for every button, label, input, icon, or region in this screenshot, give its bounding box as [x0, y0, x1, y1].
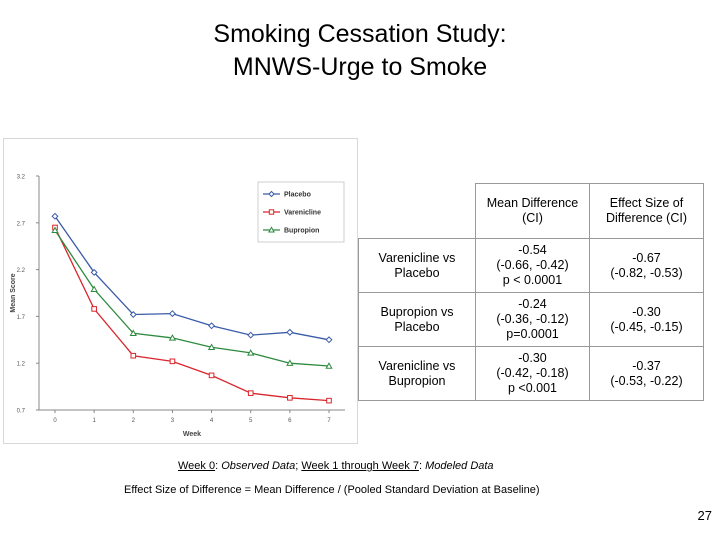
legend-label-varenicline: Varenicline [284, 210, 321, 217]
effect-size-cell: -0.30 (-0.45, -0.15) [589, 292, 704, 347]
results-table: Mean Difference (CI) Effect Size of Diff… [358, 183, 704, 401]
legend-marker [268, 209, 275, 215]
x-axis-label: Week [183, 431, 201, 438]
mean-diff-value: -0.30 [518, 351, 547, 365]
y-tick-label: 2.7 [17, 221, 26, 227]
effect-size-cell: -0.37 (-0.53, -0.22) [589, 346, 704, 401]
effect-value: -0.37 [632, 358, 661, 373]
mean-difference-cell: -0.30 (-0.42, -0.18) p <0.001 [475, 346, 590, 401]
p-value: p < 0.0001 [502, 273, 563, 287]
header-effect-size: Effect Size of Difference (CI) [589, 183, 704, 239]
effect-value: -0.30 [632, 304, 661, 319]
footnote-modeled-weeks: Week 1 through Week 7 [301, 460, 419, 472]
legend-marker [268, 226, 275, 233]
table-row: Bupropion vs Placebo -0.24 (-0.36, -0.12… [358, 292, 704, 347]
data-point-placebo [325, 336, 333, 344]
title-line-1: Smoking Cessation Study: [213, 20, 507, 48]
legend-label-bupropion: Bupropion [284, 228, 319, 235]
x-tick-label: 6 [288, 418, 292, 424]
x-tick-label: 3 [171, 418, 175, 424]
data-point-bupropion [90, 285, 98, 292]
data-point-varenicline [326, 397, 332, 404]
y-axis-label: Mean Score [10, 273, 17, 312]
mean-difference-cell: -0.24 (-0.36, -0.12) p=0.0001 [475, 292, 590, 347]
comparison-cell: Varenicline vs Bupropion [358, 346, 476, 401]
data-point-placebo [90, 268, 98, 276]
title-line-2: MNWS-Urge to Smoke [232, 53, 488, 81]
series-line-bupropion [54, 229, 330, 367]
mean-diff-value: -0.54 [518, 243, 547, 257]
header-mean-difference: Mean Difference (CI) [475, 183, 590, 239]
series-line-varenicline [54, 227, 330, 402]
data-point-placebo [208, 322, 216, 330]
effect-size-cell: -0.67 (-0.82, -0.53) [589, 238, 704, 293]
x-tick-label: 7 [327, 418, 331, 424]
footnote-week0: Week 0 [178, 460, 216, 472]
data-point-bupropion [129, 329, 137, 336]
data-point-placebo [51, 212, 59, 220]
y-tick-label: 2.2 [17, 268, 26, 274]
data-point-varenicline [169, 358, 176, 365]
y-tick-label: 0.7 [17, 409, 26, 415]
table-header-row: Mean Difference (CI) Effect Size of Diff… [358, 183, 704, 239]
x-tick-label: 5 [249, 418, 253, 424]
mean-diff-ci: (-0.36, -0.12) [496, 312, 569, 326]
x-tick-label: 4 [210, 418, 214, 424]
y-tick-label: 1.7 [17, 315, 26, 321]
data-point-varenicline [247, 390, 254, 396]
data-point-bupropion [168, 334, 177, 341]
x-tick-label: 2 [132, 418, 136, 424]
data-point-placebo [247, 331, 255, 339]
data-point-varenicline [208, 372, 215, 379]
data-footnote: Week 0: Observed Data; Week 1 through We… [178, 460, 494, 472]
effect-ci: (-0.45, -0.15) [610, 319, 683, 334]
comparison-cell: Bupropion vs Placebo [358, 292, 476, 347]
chart-svg: 3.2 2.7 2.2 1.7 1.2 0.7 0 1 2 3 4 5 6 7 Week Mean Score… [3, 138, 358, 444]
series-line-placebo [54, 215, 330, 341]
data-point-bupropion [247, 349, 255, 356]
effect-ci: (-0.82, -0.53) [610, 265, 683, 280]
data-point-placebo [286, 328, 294, 336]
footnote-week0-desc: Observed Data [221, 460, 296, 472]
legend-label-placebo: Placebo [284, 192, 311, 199]
mean-diff-ci: (-0.66, -0.42) [496, 258, 569, 272]
page-number: 27 [697, 508, 712, 523]
p-value: p=0.0001 [506, 327, 559, 341]
slide-title: Smoking Cessation Study: MNWS-Urge to Sm… [0, 18, 720, 84]
table-row: Varenicline vs Placebo -0.54 (-0.66, -0.… [358, 238, 704, 293]
y-tick-label: 3.2 [17, 175, 26, 181]
p-value: p <0.001 [507, 381, 557, 395]
data-point-placebo [129, 311, 137, 319]
data-point-bupropion [51, 226, 59, 233]
data-point-varenicline [130, 352, 137, 359]
data-point-varenicline [287, 395, 293, 401]
data-point-bupropion [286, 359, 294, 366]
mean-diff-value: -0.24 [518, 297, 547, 311]
mean-difference-cell: -0.54 (-0.66, -0.42) p < 0.0001 [475, 238, 590, 293]
data-point-bupropion [207, 343, 216, 350]
effect-size-formula: Effect Size of Difference = Mean Differe… [124, 484, 540, 496]
x-tick-label: 1 [92, 418, 96, 424]
header-empty-cell [358, 183, 476, 239]
y-tick-label: 1.2 [17, 362, 26, 368]
effect-ci: (-0.53, -0.22) [610, 373, 683, 388]
data-point-varenicline [91, 306, 97, 312]
table-row: Varenicline vs Bupropion -0.30 (-0.42, -… [358, 346, 704, 401]
data-point-bupropion [325, 362, 333, 369]
x-tick-label: 0 [53, 418, 57, 424]
urge-line-chart: 3.2 2.7 2.2 1.7 1.2 0.7 0 1 2 3 4 5 6 7 Week Mean Score… [3, 138, 358, 444]
footnote-modeled-desc: Modeled Data [425, 460, 494, 472]
legend-marker [268, 190, 275, 198]
effect-value: -0.67 [632, 250, 661, 265]
comparison-cell: Varenicline vs Placebo [358, 238, 476, 293]
data-point-placebo [168, 310, 176, 318]
mean-diff-ci: (-0.42, -0.18) [496, 366, 569, 380]
